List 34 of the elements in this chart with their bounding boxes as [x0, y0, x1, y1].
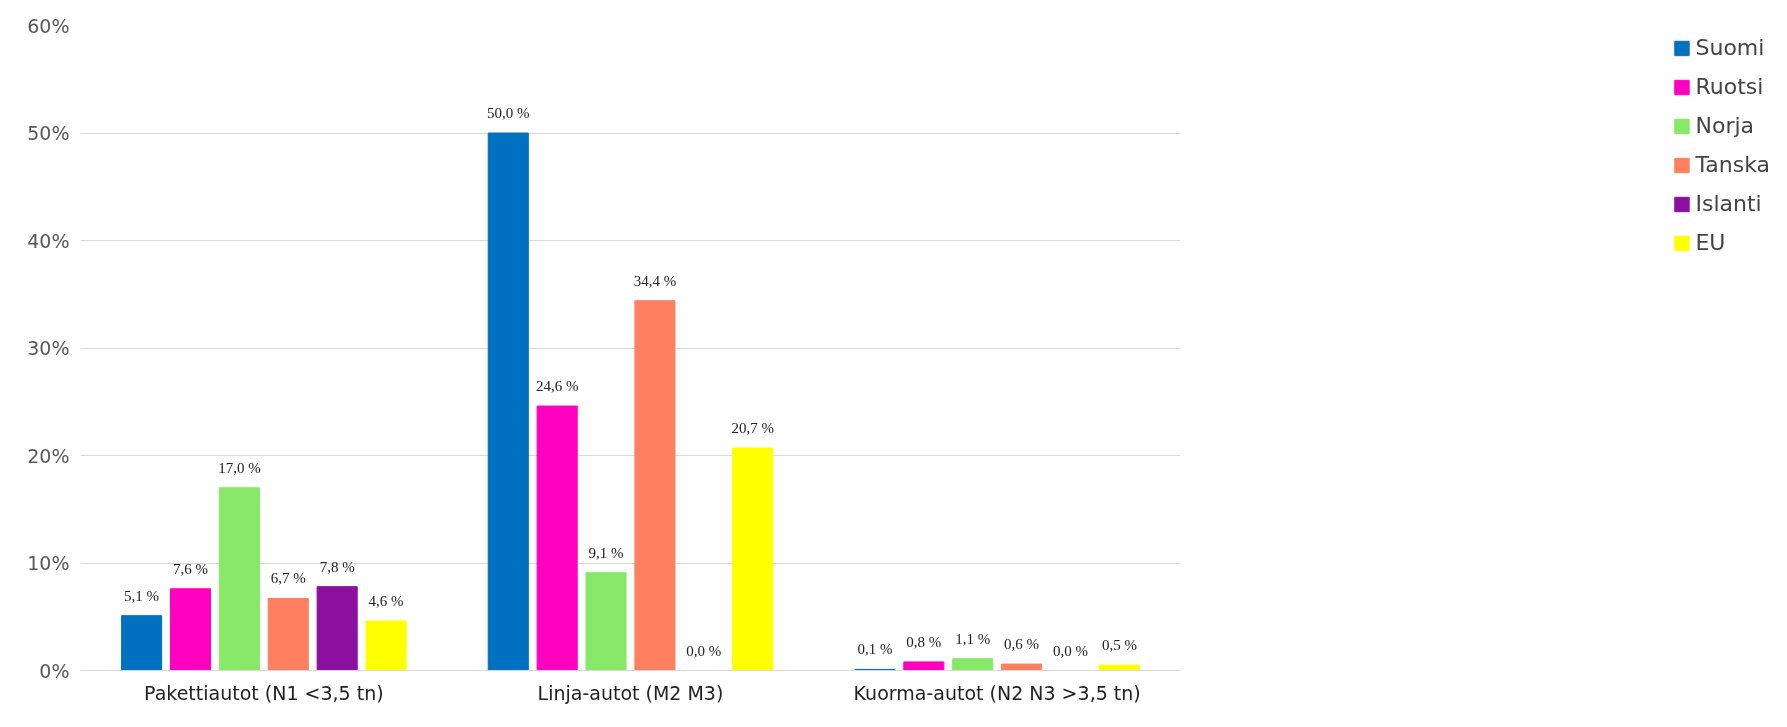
data-label: 34,4 % — [633, 272, 677, 289]
y-tick-label: 60% — [27, 14, 70, 37]
data-label: 24,6 % — [535, 378, 579, 395]
y-tick-label: 40% — [27, 229, 70, 252]
legend-label: Ruotsi — [1695, 74, 1764, 99]
data-label: 0,5 % — [1101, 637, 1137, 654]
y-tick-label: 0% — [39, 659, 70, 682]
legend-label: Tanska — [1695, 152, 1770, 177]
x-tick-label: Kuorma-autot (N2 N3 >3,5 tn) — [853, 681, 1141, 704]
data-label: 0,0 % — [1053, 642, 1088, 659]
data-label: 6,7 % — [270, 570, 306, 587]
data-label: 9,1 % — [588, 544, 624, 561]
legend-label: Norja — [1695, 113, 1755, 138]
data-label: 50,0 % — [487, 105, 530, 121]
data-label: 7,8 % — [319, 558, 355, 575]
data-label: 4,6 % — [368, 593, 404, 610]
data-label: 0,6 % — [1004, 636, 1040, 653]
legend-label: Suomi — [1695, 35, 1765, 60]
y-tick-label: 50% — [27, 122, 70, 144]
data-label: 0,0 % — [686, 642, 722, 659]
y-tick-label: 20% — [27, 444, 70, 467]
data-label: 7,6 % — [173, 560, 208, 577]
x-tick-label: Linja-autot (M2 M3) — [537, 681, 724, 704]
y-tick-label: 10% — [27, 552, 70, 574]
data-label: 20,7 % — [731, 419, 774, 436]
data-label: 0,1 % — [857, 641, 893, 658]
y-tick-label: 30% — [27, 337, 70, 359]
data-label: 0,8 % — [906, 633, 942, 650]
legend-label: EU — [1695, 230, 1726, 255]
data-label: 1,1 % — [955, 630, 991, 647]
x-tick-label: Pakettiautot (N1 <3,5 tn) — [144, 681, 384, 704]
data-label: 17,0 % — [218, 459, 261, 476]
data-label: 5,1 % — [124, 587, 160, 604]
legend-label: Islanti — [1695, 191, 1762, 216]
